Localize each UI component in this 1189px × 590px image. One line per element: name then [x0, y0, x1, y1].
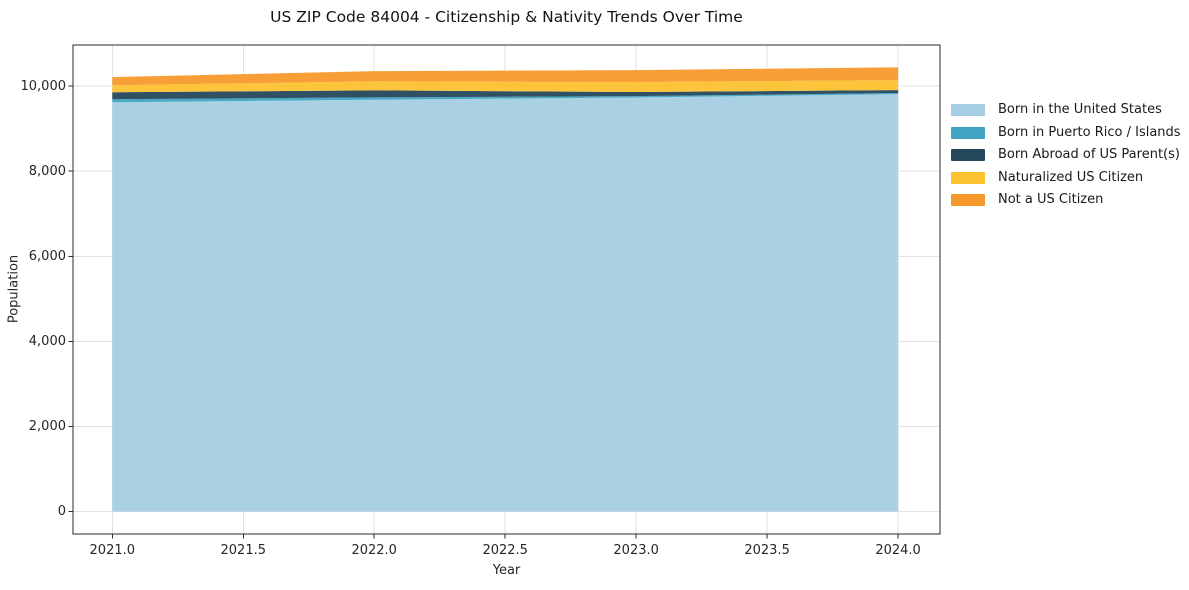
x-tick-label: 2022.5 — [482, 543, 528, 558]
x-axis-label: Year — [492, 563, 521, 578]
x-tick-label: 2024.0 — [875, 543, 921, 558]
y-tick-label: 6,000 — [28, 248, 66, 264]
plot-border — [72, 44, 941, 535]
legend-swatch-icon — [951, 149, 985, 161]
x-tick-label: 2023.5 — [744, 543, 790, 558]
legend-label: Naturalized US Citizen — [998, 169, 1144, 185]
area-series-0 — [112, 94, 899, 512]
area-series-2 — [112, 90, 899, 100]
x-tick-label: 2021.0 — [89, 543, 136, 558]
chart-title: US ZIP Code 84004 - Citizenship & Nativi… — [270, 8, 743, 26]
y-tick-label: 0 — [57, 504, 66, 520]
legend-swatch-icon — [951, 194, 985, 206]
y-tick-label: 2,000 — [28, 419, 66, 435]
legend-swatch-icon — [951, 171, 985, 184]
legend-item: Born in Puerto Rico / Islands — [951, 124, 1181, 140]
legend-label: Born in the United States — [998, 102, 1162, 117]
legend-label: Born in Puerto Rico / Islands — [998, 124, 1181, 140]
area-series-4 — [112, 67, 899, 86]
legend-swatch-icon — [951, 104, 985, 116]
y-axis-label: Population — [6, 254, 22, 324]
y-tick-label: 8,000 — [28, 163, 66, 179]
legend-swatch-icon — [951, 126, 985, 139]
y-tick-label: 4,000 — [28, 333, 66, 349]
area-series-3 — [112, 80, 899, 93]
legend-item: Born in the United States — [951, 102, 1181, 117]
legend-item: Born Abroad of US Parent(s) — [951, 147, 1181, 162]
legend-label: Born Abroad of US Parent(s) — [998, 147, 1180, 162]
area-series-1 — [112, 93, 899, 103]
x-tick-label: 2022.0 — [351, 543, 397, 558]
legend-label: Not a US Citizen — [998, 192, 1104, 207]
legend-item: Not a US Citizen — [951, 192, 1181, 207]
y-tick-label: 10,000 — [20, 78, 67, 94]
x-tick-label: 2023.0 — [613, 543, 659, 558]
legend: Born in the United States Born in Puerto … — [951, 102, 1181, 217]
legend-item: Naturalized US Citizen — [951, 169, 1181, 185]
x-tick-label: 2021.5 — [220, 543, 267, 558]
